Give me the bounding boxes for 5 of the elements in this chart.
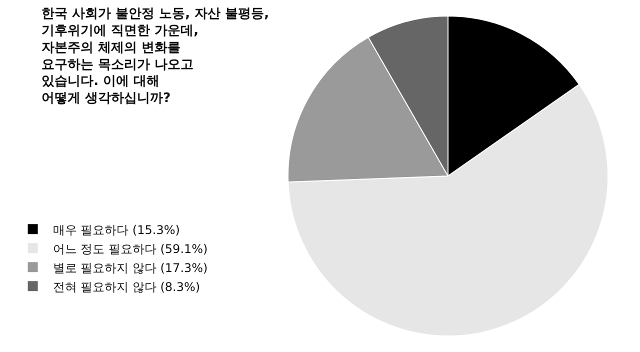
text: 한국 사회가 불안정 노동, 자산 불평등, 기후위기에 직면한 가운데, 자본주의 체제의 변화를 요구하는 목소리가 나오고 있습니다. 이에 대해 어떻게 생각하십니까?	[42, 6, 270, 106]
legend-label: 어느 정도 필요하다 (59.1%)	[52, 242, 208, 256]
legend-label: 전혀 필요하지 않다 (8.3%)	[52, 280, 200, 294]
legend-label: 매우 필요하다 (15.3%)	[52, 222, 180, 237]
legend-label: 별로 필요하지 않다 (17.3%)	[52, 260, 208, 275]
